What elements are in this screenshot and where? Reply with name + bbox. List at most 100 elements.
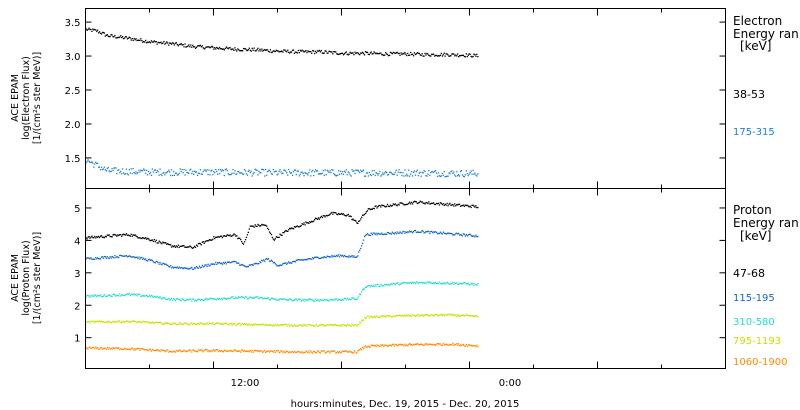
data-point (171, 174, 174, 177)
data-point (108, 36, 110, 38)
data-point (368, 53, 370, 56)
data-point (244, 170, 247, 172)
data-point (378, 53, 380, 55)
data-point (234, 349, 236, 351)
data-point (236, 235, 238, 237)
data-point (214, 237, 216, 240)
data-point (261, 223, 263, 226)
data-point (220, 48, 223, 50)
data-point (246, 350, 249, 352)
data-point (221, 237, 224, 239)
data-point (304, 324, 306, 327)
data-point (358, 251, 360, 253)
data-point (273, 325, 275, 327)
data-point (100, 295, 103, 298)
data-point (201, 323, 203, 325)
data-point (358, 349, 360, 352)
data-point (461, 283, 464, 285)
data-point (242, 323, 244, 325)
data-point (169, 244, 171, 246)
data-point (127, 348, 129, 350)
data-point (177, 298, 179, 301)
data-point (474, 236, 476, 238)
data-point (142, 169, 144, 172)
proton-legend-title-2: Energy ran (733, 216, 799, 230)
data-point (468, 53, 470, 55)
data-point (424, 314, 426, 316)
data-point (276, 174, 278, 176)
data-point (213, 298, 215, 300)
data-point (175, 349, 177, 352)
data-point (429, 315, 431, 317)
data-point (271, 325, 273, 327)
data-point (115, 295, 117, 297)
data-point (133, 320, 135, 322)
data-point (403, 281, 405, 284)
data-point (410, 201, 413, 203)
data-point (169, 299, 171, 301)
data-point (363, 235, 366, 238)
data-point (452, 281, 454, 284)
data-point (318, 257, 321, 260)
data-point (262, 224, 264, 226)
data-point (381, 204, 383, 206)
data-point (430, 203, 432, 205)
data-point (99, 235, 102, 237)
data-point (98, 321, 100, 323)
data-point (158, 349, 160, 351)
data-point (400, 171, 402, 174)
data-point (410, 315, 413, 317)
data-point (420, 314, 422, 316)
data-point (237, 350, 239, 352)
data-point (458, 234, 461, 236)
data-point (145, 258, 147, 260)
data-point (149, 349, 152, 351)
data-point (179, 349, 181, 351)
data-point (351, 219, 353, 221)
data-point (286, 350, 288, 352)
data-point (328, 324, 330, 326)
data-point (374, 316, 376, 318)
data-point (412, 201, 415, 203)
data-point (184, 43, 186, 45)
data-point (246, 324, 249, 326)
data-point (340, 299, 343, 301)
data-point (473, 284, 475, 286)
proton-ytick-label: 1 (74, 334, 80, 345)
data-point (161, 42, 163, 45)
data-point (93, 258, 95, 260)
data-point (378, 285, 380, 287)
data-point (170, 174, 172, 177)
data-point (204, 169, 206, 171)
data-point (340, 52, 343, 54)
data-point (326, 255, 328, 257)
data-point (288, 351, 290, 354)
data-point (291, 261, 294, 263)
data-point (424, 203, 426, 205)
data-point (175, 245, 177, 247)
data-point (216, 236, 218, 238)
data-point (302, 352, 304, 354)
data-point (395, 314, 397, 317)
data-point (465, 53, 467, 55)
data-point (436, 203, 439, 205)
data-point (243, 168, 246, 171)
data-point (169, 350, 171, 353)
data-point (145, 172, 147, 174)
data-point (472, 344, 474, 347)
data-point (356, 169, 358, 172)
data-point (428, 231, 430, 233)
data-point (345, 256, 347, 258)
data-point (201, 173, 203, 175)
data-point (382, 284, 384, 287)
data-point (423, 314, 425, 316)
data-point (100, 347, 103, 349)
data-point (241, 172, 243, 174)
data-point (193, 268, 195, 270)
data-point (208, 46, 210, 48)
data-point (388, 344, 391, 347)
data-point (103, 236, 105, 239)
data-point (161, 349, 163, 351)
data-point (360, 218, 362, 220)
data-point (224, 261, 226, 263)
